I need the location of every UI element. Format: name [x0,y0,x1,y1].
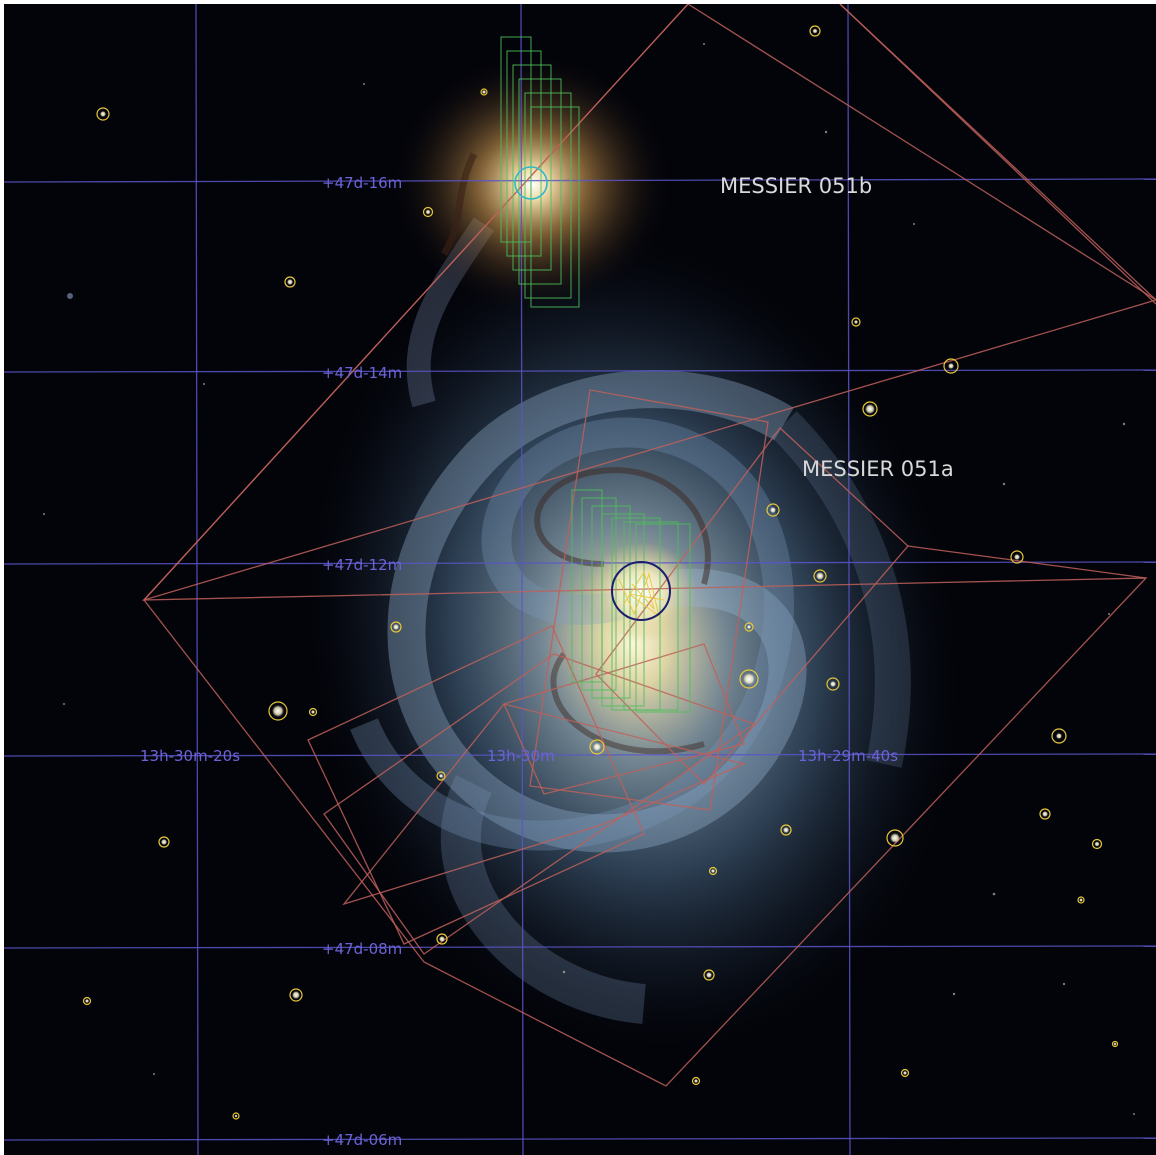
star-marker [1010,550,1024,564]
catalog-sources [82,25,1119,1120]
star-marker [708,866,718,876]
star-marker [82,996,92,1006]
dec-label: +47d-08m [322,940,402,958]
object-label-m51a: MESSIER 051a [802,457,954,481]
star-marker [158,836,170,848]
star-marker [289,988,303,1002]
star-marker [232,1112,240,1120]
star-marker [308,707,318,717]
dec-label: +47d-12m [322,556,402,574]
background-stars [43,43,1135,1115]
star-marker [744,622,754,632]
star-marker [268,701,288,721]
star-marker [813,569,827,583]
ra-label: 13h-30m-20s [140,747,240,765]
footprints-large [141,4,1156,1087]
dec-label: +47d-06m [322,1131,402,1149]
star-marker [1111,1040,1119,1048]
star-marker [691,1076,701,1086]
nucleus-circle-m51a [611,561,671,621]
star-marker [1051,728,1067,744]
star-marker [809,25,821,37]
star-marker [766,503,780,517]
galaxy-m51a [299,217,969,1061]
ra-labels: 13h-30m-20s 13h-30m 13h-29m-40s [140,747,898,765]
star-marker [390,621,402,633]
sky-canvas: +47d-16m +47d-14m +47d-12m +47d-08m +47d… [4,4,1156,1155]
star-marker [1039,808,1051,820]
star-marker [1077,896,1085,904]
dec-label: +47d-14m [322,364,402,382]
ra-label: 13h-30m [487,747,555,765]
star-marker [480,88,488,96]
ra-label: 13h-29m-40s [798,747,898,765]
star-marker [589,739,605,755]
star-marker [96,107,110,121]
star-marker [780,824,792,836]
star-marker [886,829,904,847]
star-marker [826,677,840,691]
nucleus-circle-m51b [514,166,548,200]
dec-label: +47d-16m [322,174,402,192]
star-marker [1091,838,1103,850]
star-marker [436,933,448,945]
star-marker [851,317,861,327]
sky-image: +47d-16m +47d-14m +47d-12m +47d-08m +47d… [4,4,1156,1155]
star-marker [900,1068,910,1078]
star-marker [284,276,296,288]
object-label-m51b: MESSIER 051b [720,174,872,198]
coordinate-grid [4,4,1156,1155]
star-marker [436,771,446,781]
nucleus-sources [618,570,665,618]
star-marker [739,669,759,689]
star-marker [703,969,715,981]
star-marker [422,206,434,218]
star-marker [943,358,959,374]
galaxy-m51b [392,54,672,314]
star-marker [862,401,878,417]
dec-labels: +47d-16m +47d-14m +47d-12m +47d-08m +47d… [322,174,402,1149]
